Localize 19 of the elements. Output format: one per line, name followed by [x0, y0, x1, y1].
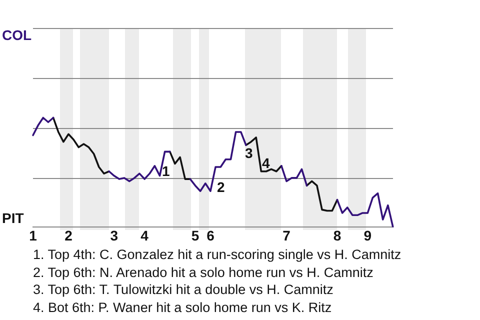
annotation: 4 [262, 155, 270, 171]
text: PIT [2, 210, 24, 226]
x-tick-label: 7 [282, 227, 291, 244]
x-tick-label: 2 [64, 227, 73, 244]
annotation: 3 [245, 145, 253, 161]
x-tick-label: 1 [29, 227, 38, 244]
x-tick-label: 4 [140, 227, 149, 244]
x-tick-label: 5 [191, 227, 200, 244]
text: COL [2, 27, 32, 43]
text: 4. Bot 6th: P. Waner hit a solo home run vs K. Ritz [33, 298, 333, 316]
x-tick-label: 3 [110, 227, 118, 244]
annotation: 2 [217, 179, 225, 195]
x-tick-label: 8 [333, 227, 342, 244]
text: 1. Top 4th: C. Gonzalez hit a run-scoring single vs H. Camnitz [33, 246, 402, 264]
x-tick-label: 6 [206, 227, 215, 244]
annotation: 1 [162, 163, 170, 179]
x-tick-label: 9 [364, 227, 372, 244]
text: 2. Top 6th: N. Arenado hit a solo home run vs H. Camnitz [33, 264, 374, 281]
text: 3. Top 6th: T. Tulowitzki hit a double vs H. Camnitz [33, 281, 334, 298]
